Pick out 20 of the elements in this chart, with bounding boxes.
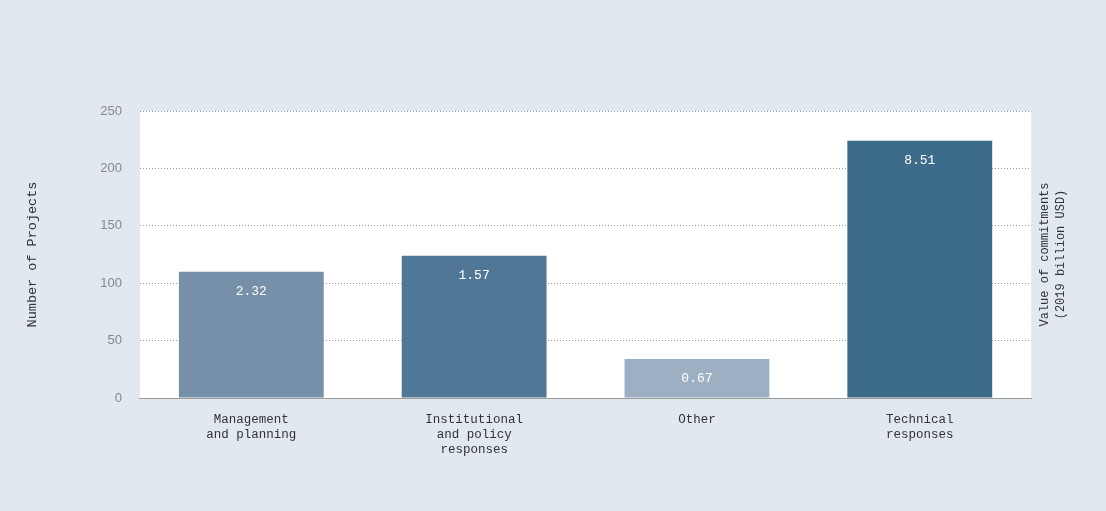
annotation: 0.67: [681, 371, 713, 387]
x-tick-label: Management and planning: [206, 412, 297, 442]
x-tick-label: Other: [678, 412, 716, 427]
y-axis-title: Number of Projects: [24, 181, 40, 328]
annotation: 2.32: [235, 283, 267, 299]
y-tick-label: 200: [100, 159, 122, 175]
y2-axis-title: Value of commitments (2019 billion USD): [1038, 182, 1069, 327]
x-tick-label: Institutional and policy responses: [425, 412, 523, 457]
bar: [624, 358, 770, 398]
bar: [401, 255, 547, 398]
y-tick-label: 100: [100, 274, 122, 290]
bar: [178, 271, 324, 398]
bar: [847, 140, 993, 398]
annotation: 8.51: [904, 152, 936, 168]
annotation: 1.57: [458, 267, 490, 283]
y-tick-label: 50: [107, 332, 122, 348]
y-tick-label: 150: [100, 217, 122, 233]
y-tick-label: 0: [114, 389, 122, 405]
y-tick-label: 250: [100, 102, 122, 118]
x-tick-label: Technical responses: [886, 412, 954, 442]
